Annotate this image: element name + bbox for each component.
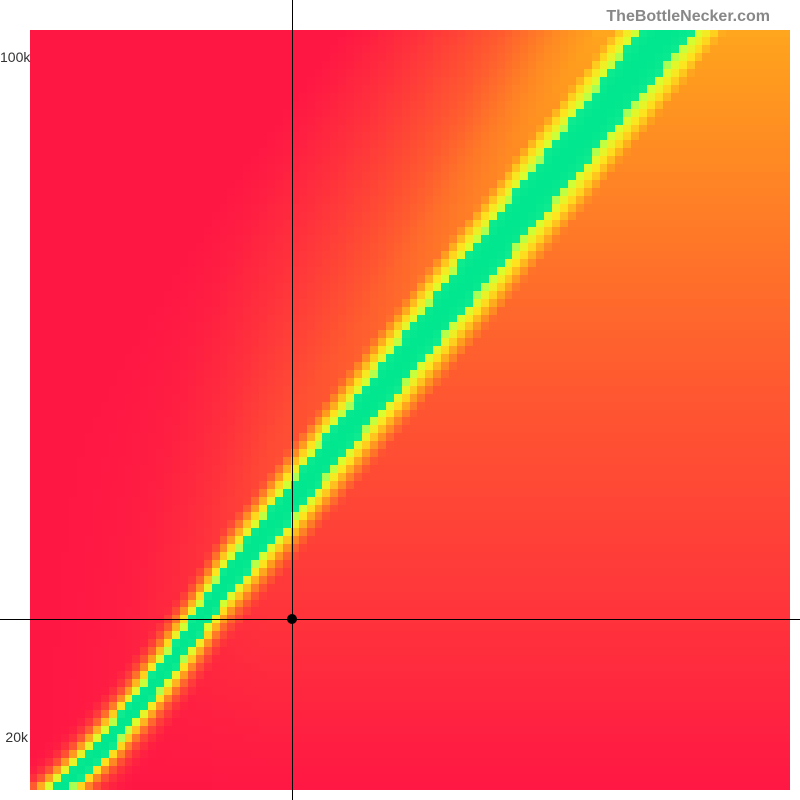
bottleneck-heatmap [30,30,790,790]
watermark-text: TheBottleNecker.com [606,8,770,26]
crosshair-vertical [292,0,293,800]
y-axis-tick-label: 20k [0,729,28,745]
bottleneck-plot-root: 20k 100k TheBottleNecker.com [0,0,800,800]
y-axis-tick-label: 100k [0,49,28,65]
crosshair-horizontal [0,619,800,620]
